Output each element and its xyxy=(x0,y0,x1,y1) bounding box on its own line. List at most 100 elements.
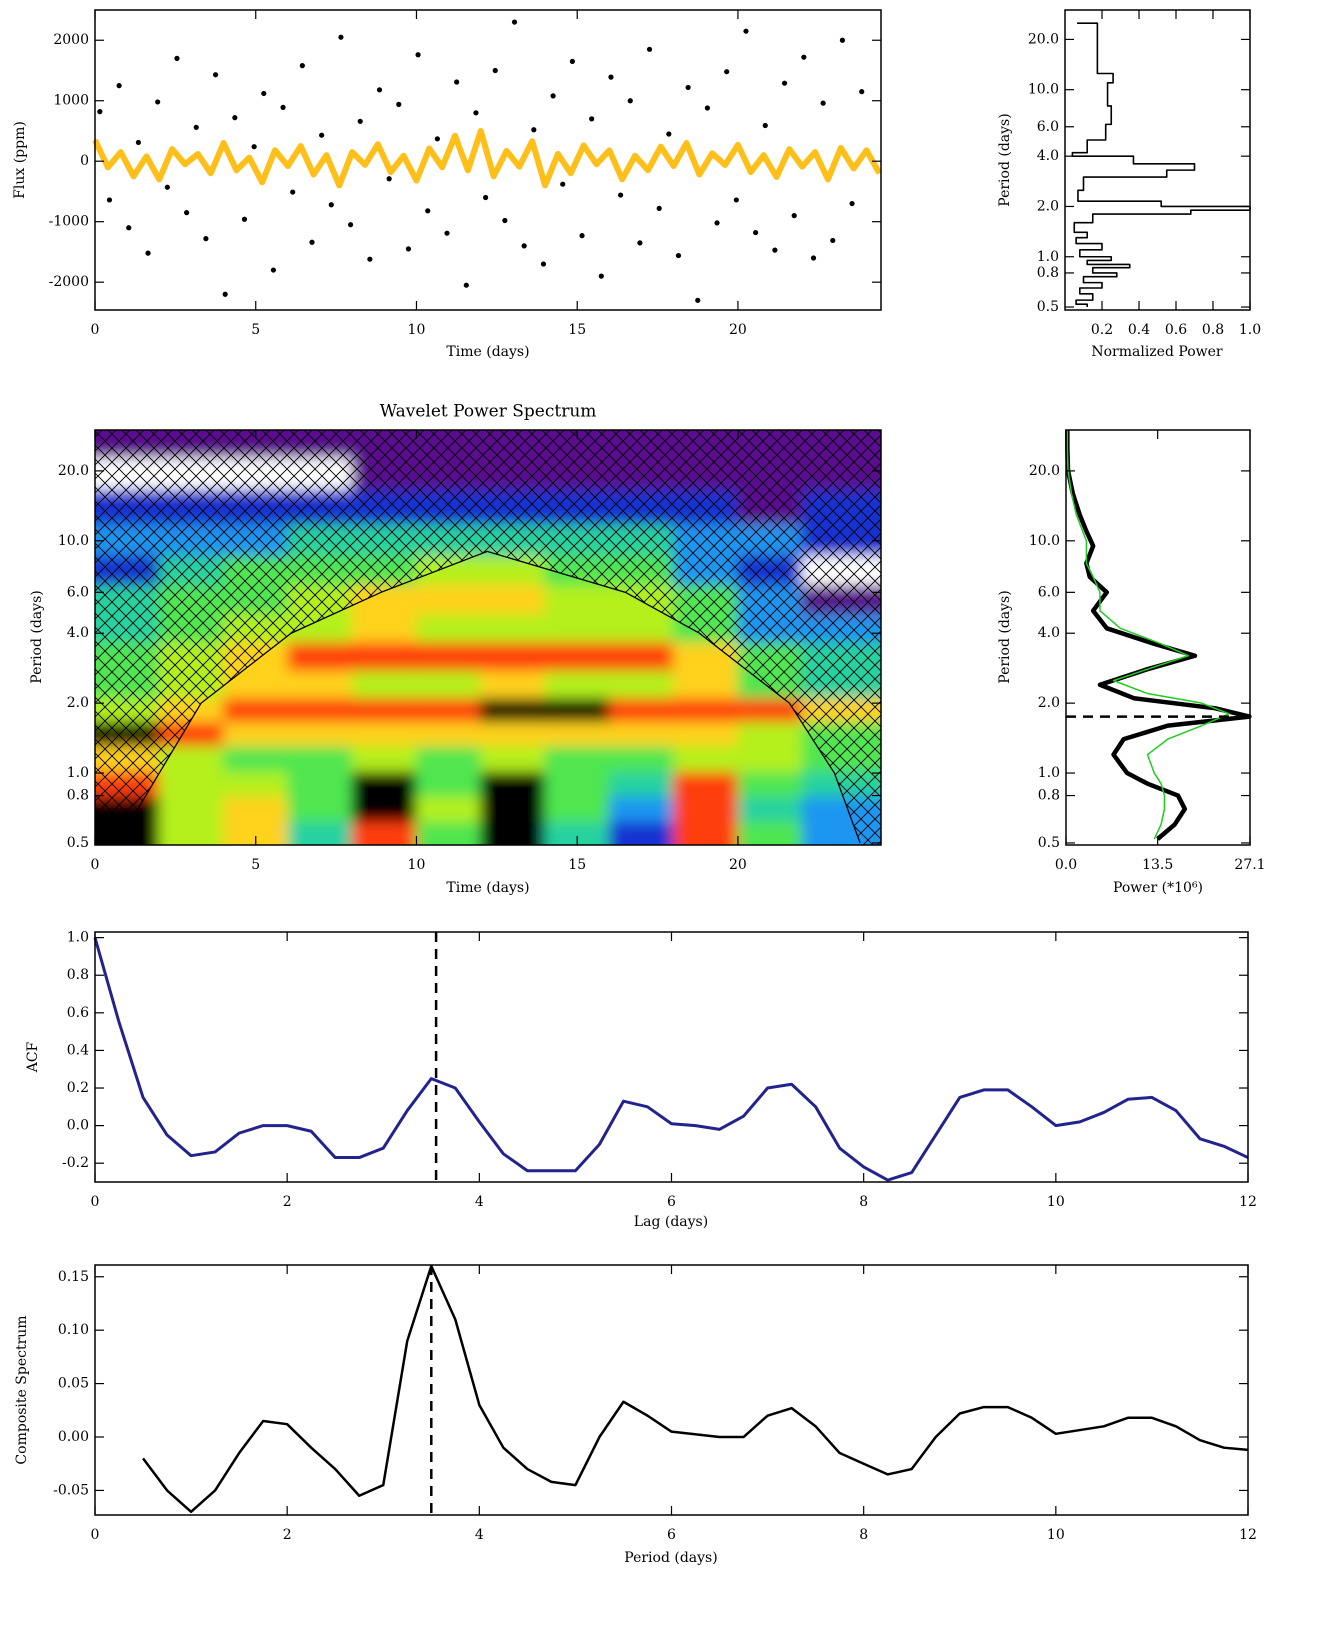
x-tick-label: 0 xyxy=(91,857,100,873)
x-tick-label: 2 xyxy=(283,1194,292,1210)
y-tick-label: 20.0 xyxy=(1029,463,1060,479)
y-tick-label: 0 xyxy=(80,153,89,169)
heatmap-cell xyxy=(158,770,225,797)
heatmap-cell xyxy=(480,584,546,615)
heatmap-cell xyxy=(287,820,353,845)
x-tick-label: 20 xyxy=(729,322,747,338)
heatmap-cell xyxy=(158,795,225,822)
heatmap-cell xyxy=(287,641,353,671)
heatmap-cell xyxy=(544,770,610,797)
y-tick-label: 20.0 xyxy=(1028,31,1059,47)
data-point xyxy=(540,261,547,267)
data-point xyxy=(328,202,334,208)
x-tick-label: 6 xyxy=(667,1527,676,1543)
y-tick-label: 0.05 xyxy=(58,1376,89,1392)
data-point xyxy=(656,205,662,211)
y-tick-label: 1.0 xyxy=(67,765,89,781)
x-axis-label: Normalized Power xyxy=(1091,344,1223,360)
x-tick-label: 0.8 xyxy=(1202,322,1224,338)
y-tick-label: 1.0 xyxy=(1038,765,1060,781)
y-tick-label: 0.4 xyxy=(67,1042,89,1058)
x-tick-label: 12 xyxy=(1239,1194,1257,1210)
y-tick-label: 1.0 xyxy=(1037,249,1059,265)
data-point xyxy=(560,181,566,187)
data-point xyxy=(396,101,402,107)
x-tick-label: 10 xyxy=(408,857,426,873)
x-tick-label: 4 xyxy=(475,1527,484,1543)
data-point xyxy=(386,176,392,182)
data-point xyxy=(232,115,238,121)
x-tick-label: 0.6 xyxy=(1165,322,1187,338)
heatmap-cell xyxy=(287,721,353,747)
x-tick-label: 13.5 xyxy=(1142,857,1173,873)
y-tick-label: -0.05 xyxy=(53,1482,89,1498)
data-point xyxy=(695,297,701,303)
y-tick-label: 6.0 xyxy=(67,584,89,600)
cone-of-influence-hatch xyxy=(95,430,881,845)
heatmap-cell xyxy=(544,721,610,747)
data-point xyxy=(145,250,151,256)
data-point xyxy=(444,230,450,236)
heatmap-cell xyxy=(544,613,610,643)
data-point xyxy=(589,116,595,122)
data-point xyxy=(810,255,817,261)
y-tick-label: 0.0 xyxy=(67,1118,89,1134)
data-point xyxy=(521,243,527,249)
y-axis-label: Period (days) xyxy=(997,590,1013,683)
y-axis-label: ACF xyxy=(25,1041,41,1073)
heatmap-cell xyxy=(223,770,289,797)
x-tick-label: 27.1 xyxy=(1234,857,1265,873)
heatmap-cell xyxy=(737,770,803,797)
data-point xyxy=(106,197,113,203)
y-tick-label: 4.0 xyxy=(1037,148,1059,164)
data-point xyxy=(241,216,248,222)
data-point xyxy=(261,90,267,97)
heatmap-cell xyxy=(544,669,610,699)
data-point xyxy=(849,200,855,207)
data-line xyxy=(1065,430,1252,841)
data-point xyxy=(781,80,788,86)
data-point xyxy=(627,98,633,104)
heatmap-cell xyxy=(415,795,482,822)
heatmap-cell xyxy=(673,669,739,699)
data-point xyxy=(859,89,865,95)
x-tick-label: 15 xyxy=(568,857,586,873)
heatmap-cell xyxy=(351,770,417,797)
heatmap-cell xyxy=(737,795,803,822)
plot-frame xyxy=(94,1264,1249,1516)
heatmap-cell xyxy=(351,795,417,822)
heatmap-cell xyxy=(351,669,417,699)
x-axis-label: Time (days) xyxy=(446,880,529,896)
heatmap-cell xyxy=(351,613,417,643)
x-tick-label: 20 xyxy=(729,857,747,873)
data-point xyxy=(376,87,383,93)
data-point xyxy=(733,197,739,203)
y-tick-label: 2.0 xyxy=(1038,695,1060,711)
data-point xyxy=(338,34,344,40)
heatmap-cell xyxy=(351,820,417,845)
heatmap-cell xyxy=(480,770,546,797)
heatmap-cell xyxy=(673,745,739,772)
data-point xyxy=(511,19,518,25)
data-point xyxy=(473,110,479,116)
x-tick-label: 10 xyxy=(408,322,426,338)
x-tick-label: 5 xyxy=(251,857,260,873)
x-tick-label: 0.0 xyxy=(1055,857,1077,873)
x-tick-label: 4 xyxy=(475,1194,484,1210)
heatmap-cell xyxy=(544,584,610,615)
data-point xyxy=(135,139,141,146)
data-point xyxy=(714,220,720,226)
data-point xyxy=(415,52,421,58)
heatmap-cell xyxy=(415,641,482,671)
data-point xyxy=(347,222,354,228)
data-point xyxy=(357,118,363,124)
heatmap-cell xyxy=(287,669,353,699)
heatmap-cell xyxy=(415,584,482,615)
data-point xyxy=(319,132,325,138)
heatmap-cell xyxy=(351,721,417,747)
data-point xyxy=(569,58,575,65)
heatmap-cell xyxy=(480,613,546,643)
data-point xyxy=(193,124,199,130)
y-tick-label: 20.0 xyxy=(58,463,89,479)
x-tick-label: 10 xyxy=(1047,1194,1065,1210)
